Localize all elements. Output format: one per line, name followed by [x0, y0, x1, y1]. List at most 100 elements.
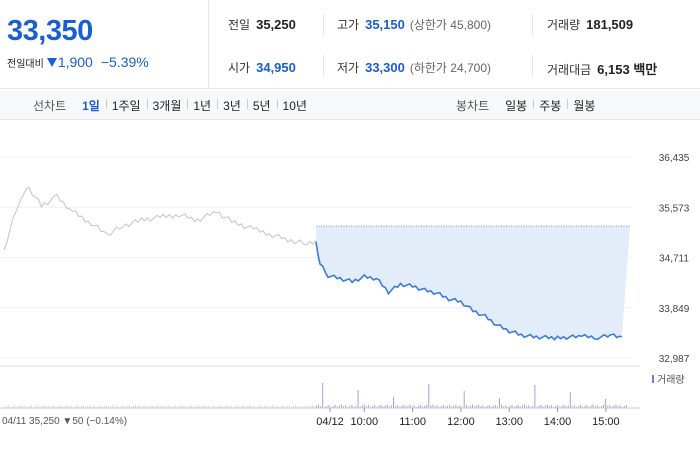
- tab-3m[interactable]: 3개월: [146, 97, 188, 114]
- volume-bar: [56, 406, 57, 409]
- tab-1w[interactable]: 1주일: [105, 97, 147, 114]
- volume-bar: [320, 406, 322, 409]
- tab-weekly[interactable]: 주봉: [533, 97, 567, 114]
- volume-bar: [494, 404, 496, 409]
- volume-bar: [588, 406, 590, 408]
- volume-bar: [401, 405, 403, 409]
- stat-open: 시가 34,950: [228, 60, 296, 75]
- volume-bar: [224, 405, 226, 408]
- volume-bar: [432, 404, 434, 408]
- volume-bar: [607, 405, 609, 409]
- volume-bar: [513, 406, 515, 409]
- volume-bar: [472, 404, 473, 409]
- volume-bar: [257, 406, 259, 408]
- volume-bar: [309, 405, 311, 409]
- volume-bar: [582, 406, 584, 409]
- volume-bar: [249, 404, 251, 408]
- volume-bar: [299, 405, 301, 409]
- volume-bar: [467, 406, 469, 409]
- volume-bar: [22, 406, 24, 409]
- volume-bar: [143, 406, 145, 408]
- volume-bar: [168, 405, 170, 408]
- volume-bar: [417, 406, 419, 408]
- volume-bar: [445, 406, 446, 409]
- volume-bar: [270, 405, 272, 408]
- volume-bar: [130, 406, 132, 408]
- volume-bar: [53, 405, 55, 408]
- volume-bar: [305, 405, 307, 408]
- price-chart[interactable]: 36,435 35,573 34,711 33,849 32,987 04/12 10:0…: [0, 121, 700, 450]
- tab-3y[interactable]: 3년: [217, 97, 247, 114]
- tab-1d[interactable]: 1일: [82, 98, 100, 113]
- y-tick-label: 35,573: [659, 203, 690, 214]
- volume-bar: [380, 404, 382, 409]
- tab-monthly[interactable]: 월봉: [567, 97, 601, 114]
- volume-bar: [536, 406, 538, 409]
- volume-bar: [546, 404, 548, 408]
- volume-bar: [185, 405, 186, 409]
- x-tick-date: 04/12: [316, 416, 344, 428]
- volume-bar: [486, 406, 488, 408]
- volume-bar: [393, 397, 394, 408]
- today-series-line: [315, 241, 623, 341]
- x-tick-time: 10:00: [351, 416, 379, 428]
- volume-bar: [10, 406, 12, 409]
- volume-bar: [534, 385, 536, 408]
- volume-bar: [41, 405, 43, 408]
- volume-bar: [590, 405, 592, 408]
- volume-bar: [372, 406, 374, 408]
- volume-bar: [261, 406, 263, 409]
- volume-bar: [280, 406, 282, 408]
- volume-bar: [351, 405, 353, 408]
- volume-bar: [78, 406, 80, 409]
- volume-bar: [230, 405, 232, 409]
- volume-bar: [447, 405, 448, 409]
- volume-bar: [68, 406, 70, 409]
- tab-daily[interactable]: 일봉: [505, 98, 528, 113]
- volume-bar: [399, 406, 401, 409]
- tab-10y[interactable]: 10년: [276, 97, 313, 114]
- volume-bar: [353, 406, 355, 409]
- volume-bar: [376, 406, 378, 409]
- volume-bar: [43, 404, 45, 408]
- volume-bar: [214, 405, 216, 408]
- volume-bar: [178, 405, 180, 408]
- x-tick-time: 15:00: [592, 416, 620, 428]
- volume-bar: [336, 406, 338, 408]
- volume-bar: [195, 405, 197, 409]
- volume-bar: [212, 406, 213, 408]
- volume-bar: [617, 406, 619, 409]
- volume-bar: [220, 404, 222, 409]
- volume-bar: [313, 406, 315, 408]
- volume-bar: [619, 405, 621, 409]
- y-tick-label: 34,711: [659, 254, 689, 265]
- volume-bar: [625, 405, 627, 408]
- volume-bar: [89, 404, 91, 408]
- volume-bar: [567, 405, 569, 408]
- volume-bar: [182, 406, 184, 409]
- volume-bar: [247, 405, 249, 408]
- volume-bar: [322, 383, 324, 408]
- volume-bar: [434, 406, 436, 409]
- stat-volume: 거래량 181,509: [547, 17, 634, 32]
- volume-bar: [282, 405, 284, 408]
- volume-bar: [14, 404, 16, 409]
- volume-bar: [382, 406, 384, 408]
- volume-bar: [226, 404, 228, 408]
- volume-bar: [407, 405, 409, 408]
- volume-bar: [29, 406, 30, 408]
- volume-bar: [386, 404, 388, 408]
- volume-bar: [459, 405, 461, 409]
- volume-bar: [153, 406, 155, 408]
- tab-1y[interactable]: 1년: [187, 97, 217, 114]
- volume-bar: [430, 405, 432, 408]
- volume-bar: [60, 404, 62, 409]
- volume-bar: [87, 405, 89, 408]
- volume-bar: [436, 405, 438, 409]
- volume-bar: [166, 406, 168, 408]
- volume-bar: [453, 405, 455, 408]
- volume-bar: [363, 404, 365, 408]
- tab-5y[interactable]: 5년: [246, 97, 277, 114]
- volume-bar: [544, 405, 546, 408]
- volume-bar: [532, 406, 534, 408]
